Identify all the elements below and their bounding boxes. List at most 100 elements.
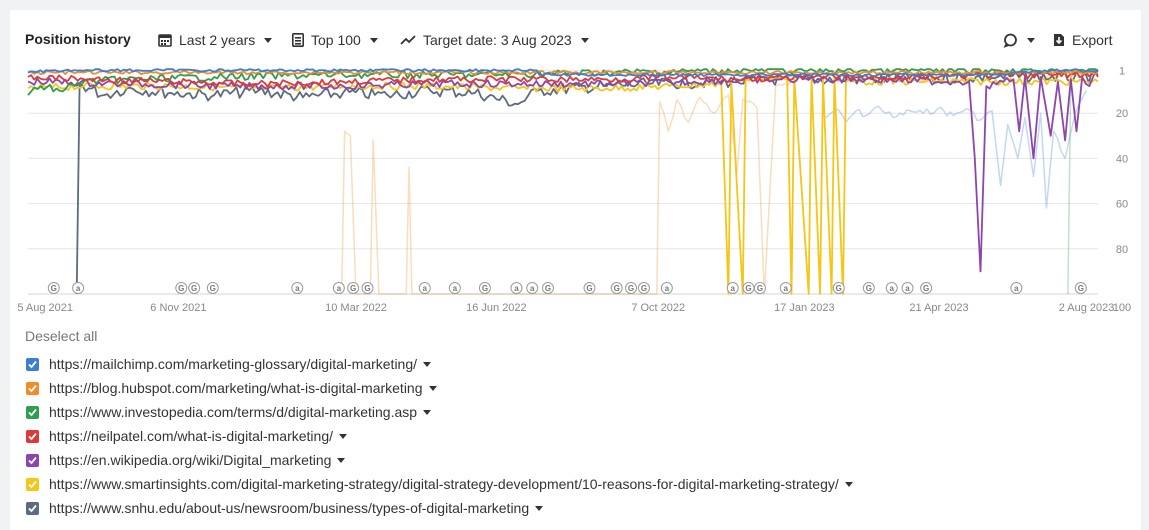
- checkbox[interactable]: [26, 453, 39, 467]
- chevron-down-icon: [1027, 37, 1035, 43]
- event-marker: [920, 282, 933, 294]
- check-icon: [28, 456, 37, 464]
- check-icon: [28, 360, 37, 368]
- top-dropdown[interactable]: Top 100: [292, 29, 378, 51]
- event-marker-label: a: [530, 284, 535, 293]
- annotations-dropdown[interactable]: [1003, 29, 1035, 51]
- chevron-down-icon: [580, 37, 589, 43]
- legend-item[interactable]: https://mailchimp.com/marketing-glossary…: [26, 352, 853, 376]
- event-marker: [832, 282, 845, 294]
- event-marker: [526, 282, 539, 294]
- legend-item[interactable]: https://www.investopedia.com/terms/d/dig…: [26, 400, 853, 424]
- event-marker-label: G: [350, 284, 356, 293]
- event-marker: [510, 282, 523, 294]
- legend-url: https://blog.hubspot.com/marketing/what-…: [49, 380, 423, 396]
- event-marker: [1074, 282, 1087, 294]
- event-marker-label: G: [178, 284, 184, 293]
- event-marker: [361, 282, 374, 294]
- legend-url: https://www.snhu.edu/about-us/newsroom/b…: [49, 500, 530, 516]
- event-marker-label: G: [836, 284, 842, 293]
- series-line-faded: [340, 71, 1087, 295]
- event-marker-label: a: [905, 284, 910, 293]
- check-icon: [28, 408, 37, 416]
- event-marker-label: G: [545, 284, 551, 293]
- toolbar: Position history Last 2 years Top 100: [10, 10, 1141, 68]
- event-marker: [175, 282, 188, 294]
- x-tick-label: 6 Nov 2021: [150, 302, 206, 314]
- series-line: [75, 70, 1099, 295]
- series-line: [27, 69, 1099, 273]
- event-marker: [625, 282, 638, 294]
- export-label: Export: [1072, 32, 1113, 48]
- check-icon: [28, 384, 37, 392]
- event-marker: [637, 282, 650, 294]
- series-line-faded: [825, 90, 1088, 209]
- calendar-icon: [158, 34, 172, 47]
- event-marker: [541, 282, 554, 294]
- event-marker-label: a: [337, 284, 342, 293]
- legend-url: https://www.investopedia.com/terms/d/dig…: [49, 404, 418, 420]
- legend: https://mailchimp.com/marketing-glossary…: [26, 352, 853, 520]
- comment-icon: [1003, 33, 1017, 48]
- export-button[interactable]: Export: [1053, 29, 1112, 51]
- event-marker-label: G: [482, 284, 488, 293]
- y-tick-label: 80: [1116, 244, 1128, 256]
- chevron-down-icon[interactable]: [423, 409, 432, 415]
- event-marker-label: a: [295, 284, 300, 293]
- event-marker: [72, 282, 85, 294]
- period-label: Last 2 years: [179, 32, 256, 48]
- event-marker: [332, 282, 345, 294]
- event-marker: [862, 282, 875, 294]
- x-tick-label: 10 Mar 2022: [325, 302, 387, 314]
- chevron-down-icon[interactable]: [339, 433, 348, 439]
- chevron-down-icon[interactable]: [337, 457, 346, 463]
- legend-item[interactable]: https://www.snhu.edu/about-us/newsroom/b…: [26, 496, 853, 520]
- checkbox[interactable]: [26, 477, 39, 491]
- event-marker-label: G: [923, 284, 929, 293]
- deselect-all-link[interactable]: Deselect all: [25, 328, 98, 344]
- checkbox[interactable]: [26, 357, 39, 371]
- checkbox[interactable]: [26, 381, 39, 395]
- x-tick-label: 21 Apr 2023: [909, 302, 968, 314]
- chevron-down-icon[interactable]: [428, 385, 437, 391]
- series-line: [27, 74, 1099, 295]
- download-icon: [1054, 34, 1064, 46]
- target-date-dropdown[interactable]: Target date: 3 Aug 2023: [400, 29, 589, 51]
- x-tick-label: 16 Jun 2022: [466, 302, 527, 314]
- event-marker-label: a: [514, 284, 519, 293]
- legend-url: https://neilpatel.com/what-is-digital-ma…: [49, 428, 334, 444]
- x-tick-label: 5 Aug 2021: [17, 302, 73, 314]
- event-marker: [478, 282, 491, 294]
- x-tick-label: 7 Oct 2022: [631, 302, 685, 314]
- checkbox[interactable]: [26, 405, 39, 419]
- event-marker: [347, 282, 360, 294]
- chevron-down-icon[interactable]: [844, 481, 853, 487]
- event-marker-label: G: [51, 284, 57, 293]
- event-marker: [885, 282, 898, 294]
- event-marker: [779, 282, 792, 294]
- chevron-down-icon[interactable]: [535, 505, 544, 511]
- checkbox[interactable]: [26, 501, 39, 515]
- legend-url: https://www.smartinsights.com/digital-ma…: [49, 476, 839, 492]
- y-tick-label: 20: [1116, 108, 1128, 120]
- y-tick-label: 100: [1113, 302, 1131, 314]
- legend-item[interactable]: https://neilpatel.com/what-is-digital-ma…: [26, 424, 853, 448]
- legend-item[interactable]: https://blog.hubspot.com/marketing/what-…: [26, 376, 853, 400]
- legend-url: https://en.wikipedia.org/wiki/Digital_ma…: [49, 452, 332, 468]
- chevron-down-icon[interactable]: [423, 361, 432, 367]
- period-dropdown[interactable]: Last 2 years: [158, 29, 273, 51]
- legend-item[interactable]: https://www.smartinsights.com/digital-ma…: [26, 472, 853, 496]
- event-marker-label: G: [745, 284, 751, 293]
- event-marker-label: G: [757, 284, 763, 293]
- event-marker-label: a: [76, 284, 81, 293]
- checkbox[interactable]: [26, 429, 39, 443]
- check-icon: [28, 480, 37, 488]
- event-marker: [291, 282, 304, 294]
- event-marker: [726, 282, 739, 294]
- event-marker: [188, 282, 201, 294]
- event-marker: [448, 282, 461, 294]
- event-marker-label: G: [614, 284, 620, 293]
- legend-item[interactable]: https://en.wikipedia.org/wiki/Digital_ma…: [26, 448, 853, 472]
- event-marker-label: a: [890, 284, 895, 293]
